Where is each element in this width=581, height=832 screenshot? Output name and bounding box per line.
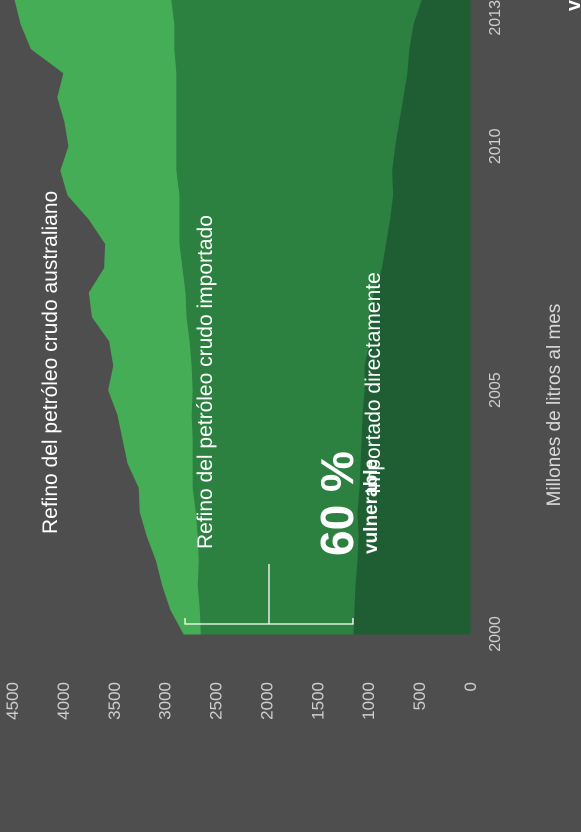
x-tick-label: 2010 [487,128,504,164]
y-tick-label: 2000 [257,682,276,720]
y-axis-label: Millones de litros al mes [544,304,565,507]
x-tick-label: 2013 [487,0,504,36]
y-tick-label: 0 [461,682,480,691]
y-tick-label: 3500 [105,682,124,720]
vulnerable-percent: 60 % [311,451,363,556]
y-tick-label: 500 [410,682,429,710]
series-label-1: Refino del petróleo crudo australiano [39,191,62,534]
y-tick-label: 4000 [54,682,73,720]
x-axis: 2000 2005 2010 2013 [487,0,504,652]
series-label-3: Importado directamente [362,272,385,494]
y-tick-label: 1500 [308,682,327,720]
y-tick-label: 3000 [156,682,175,720]
area-series-3 [14,0,201,635]
vulnerable-label: vulnerable [361,459,382,554]
corner-annotation-letter: v [563,0,581,11]
vulnerable-annotation: 60 %vulnerable [184,451,382,625]
plot-area [14,0,471,635]
y-axis: 0 500 1000 1500 2000 2500 3000 3500 4000 4500 [3,682,480,720]
y-tick-label: 4500 [3,682,22,720]
y-tick-label: 2500 [207,682,226,720]
y-tick-label: 1000 [359,682,378,720]
x-tick-label: 2000 [487,616,504,652]
series-label-2: Refino del petróleo crudo importado [194,215,217,549]
x-tick-label: 2005 [487,372,504,408]
series-labels: Refino del petróleo crudo australiano Ref… [39,191,385,549]
